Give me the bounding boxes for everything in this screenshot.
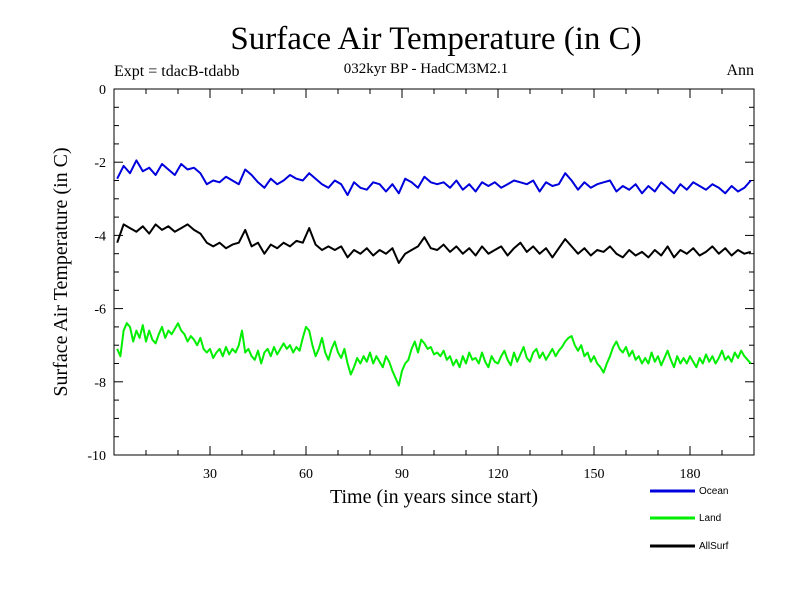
series-line-land: [116, 322, 752, 387]
plot-area: [113, 88, 755, 456]
legend-label-ocean: Ocean: [699, 486, 728, 497]
axis-ticks: [114, 89, 754, 455]
legend: Ocean Land AllSurf: [650, 486, 729, 552]
series-line-ocean: [116, 159, 752, 197]
y-tick-label: -8: [94, 376, 106, 391]
legend-label-land: Land: [699, 513, 721, 524]
chart-title: Surface Air Temperature (in C): [230, 21, 641, 57]
y-tick-label: -6: [94, 303, 106, 318]
chart-subtitle: 032kyr BP - HadCM3M2.1: [344, 61, 508, 77]
x-tick-label: 60: [299, 467, 313, 482]
x-tick-label: 90: [395, 467, 409, 482]
y-tick-label: -2: [94, 156, 106, 171]
x-tick-label: 180: [680, 467, 701, 482]
series-lines: [116, 159, 752, 387]
x-tick-label: 30: [203, 467, 217, 482]
experiment-label: Expt = tdacB-tdabb: [114, 63, 239, 80]
series-line-allsurf: [116, 223, 752, 264]
y-tick-label: -4: [94, 229, 106, 244]
y-tick-label: -10: [87, 449, 106, 464]
axis-tick-labels: 30 60 90 120 150 180 0 -2 -4 -6 -8 -10: [87, 83, 700, 482]
y-tick-label: 0: [99, 83, 106, 98]
x-axis-label: Time (in years since start): [330, 486, 538, 508]
season-label: Ann: [726, 62, 754, 79]
x-tick-label: 120: [488, 467, 509, 482]
legend-label-allsurf: AllSurf: [699, 541, 729, 552]
y-axis-label: Surface Air Temperature (in C): [50, 147, 72, 396]
x-tick-label: 150: [584, 467, 605, 482]
